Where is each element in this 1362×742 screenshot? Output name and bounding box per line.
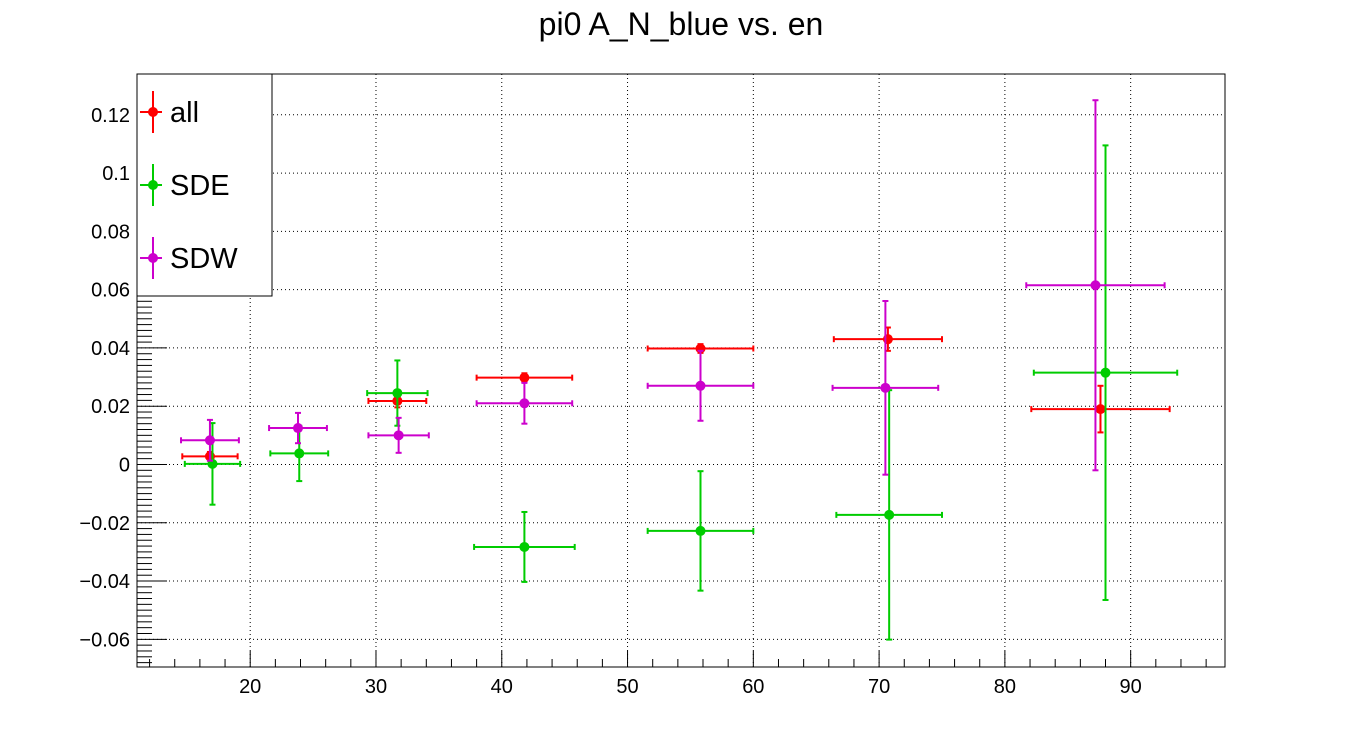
x-tick-label: 50 <box>616 676 638 698</box>
data-point <box>294 448 305 459</box>
y-tick-label: 0 <box>119 454 130 476</box>
series-layer <box>180 99 1179 641</box>
data-point <box>880 382 891 393</box>
plot-frame <box>136 73 1226 668</box>
legend-label: SDE <box>170 170 230 202</box>
y-tick-label: −0.04 <box>79 571 130 593</box>
y-tick-label: −0.02 <box>79 513 130 535</box>
data-point <box>519 541 530 552</box>
series-sde <box>183 144 1179 641</box>
data-point <box>1095 404 1106 415</box>
data-point <box>292 423 303 434</box>
data-point <box>519 372 530 383</box>
x-tick-label: 30 <box>365 676 387 698</box>
chart-title: pi0 A_N_blue vs. en <box>538 6 824 42</box>
legend-marker <box>148 253 158 263</box>
y-tick-label: −0.06 <box>79 629 130 651</box>
x-tick-label: 40 <box>491 676 513 698</box>
y-tick-label: 0.04 <box>91 338 130 360</box>
legend-label: all <box>170 97 199 129</box>
data-point <box>204 435 215 446</box>
data-point <box>695 380 706 391</box>
grid <box>137 74 1225 667</box>
data-point <box>393 430 404 441</box>
y-tick-label: 0.1 <box>102 163 130 185</box>
data-point <box>1090 280 1101 291</box>
legend-item-all: all <box>140 91 199 133</box>
data-point <box>695 525 706 536</box>
legend-item-sdw: SDW <box>140 237 238 279</box>
x-tick-label: 70 <box>868 676 890 698</box>
legend-marker <box>148 107 158 117</box>
legend-label: SDW <box>170 243 238 275</box>
data-point <box>884 509 895 520</box>
legend-item-sde: SDE <box>140 164 230 206</box>
series-sdw <box>180 99 1166 476</box>
data-point <box>392 388 403 399</box>
x-tick-label: 80 <box>994 676 1016 698</box>
x-tick-label: 20 <box>239 676 261 698</box>
x-tick-label: 60 <box>742 676 764 698</box>
data-point <box>1100 367 1111 378</box>
y-tick-label: 0.06 <box>91 280 130 302</box>
y-tick-label: 0.02 <box>91 396 130 418</box>
y-tick-label: 0.08 <box>91 221 130 243</box>
y-tick-label: 0.12 <box>91 105 130 127</box>
x-tick-label: 90 <box>1120 676 1142 698</box>
legend: all SDE SDW <box>136 73 273 297</box>
legend-marker <box>148 180 158 190</box>
data-point <box>519 398 530 409</box>
